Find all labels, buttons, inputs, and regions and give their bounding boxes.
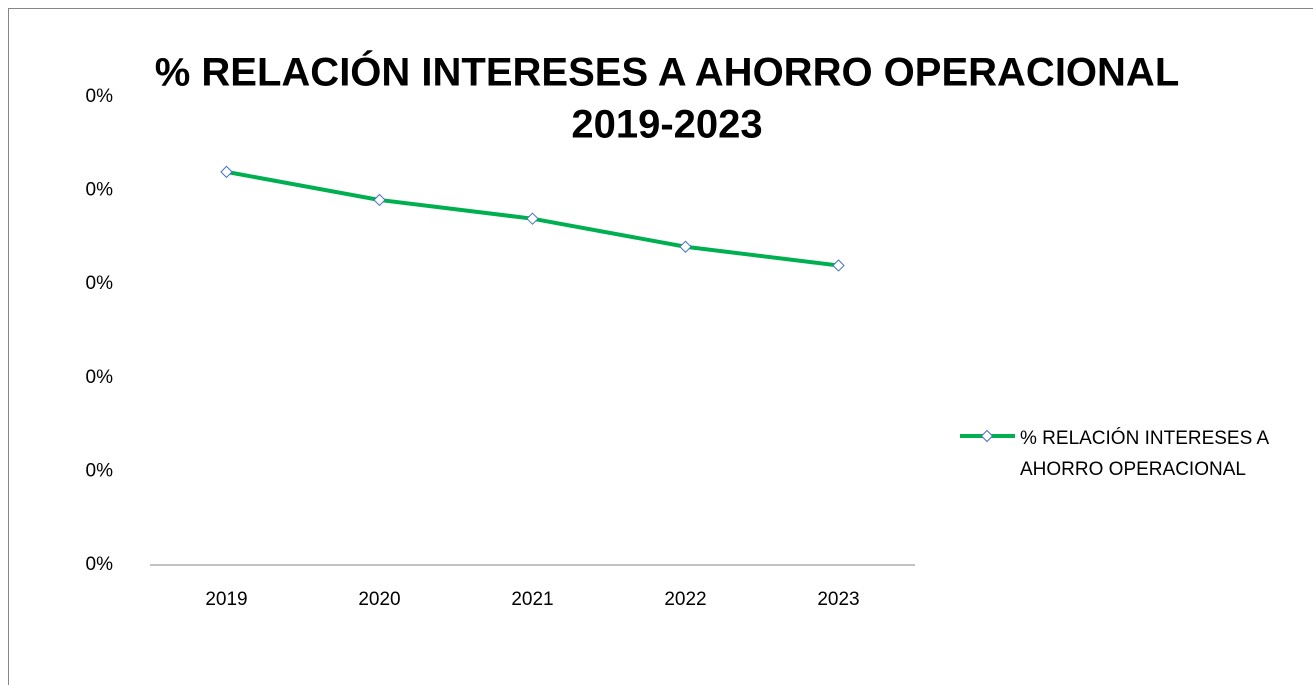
data-point [220, 165, 233, 179]
y-tick-label: 0% [86, 367, 114, 388]
data-point [679, 240, 692, 253]
chart-title: % RELACIÓN INTERESES A AHORRO OPERACIONA… [155, 49, 1180, 95]
x-tick-label: 2021 [511, 589, 553, 610]
y-tick-label: 0% [86, 460, 114, 481]
x-tick-label: 2020 [358, 589, 400, 610]
chart-title: 2019-2023 [571, 103, 762, 147]
legend-marker [980, 429, 994, 443]
y-tick-label: 0% [86, 554, 114, 575]
data-point [526, 212, 539, 225]
chart-border [8, 8, 1313, 685]
y-tick-label: 0% [86, 180, 114, 201]
x-tick-label: 2019 [205, 589, 247, 610]
y-tick-label: 0% [86, 273, 114, 294]
data-point [832, 259, 845, 272]
x-tick-label: 2023 [817, 589, 859, 610]
legend-label: % RELACIÓN INTERESES A AHORRO OPERACIONA… [1020, 428, 1269, 480]
data-point [373, 193, 386, 207]
x-tick-label: 2022 [664, 589, 706, 610]
y-tick-label: 0% [86, 86, 114, 107]
